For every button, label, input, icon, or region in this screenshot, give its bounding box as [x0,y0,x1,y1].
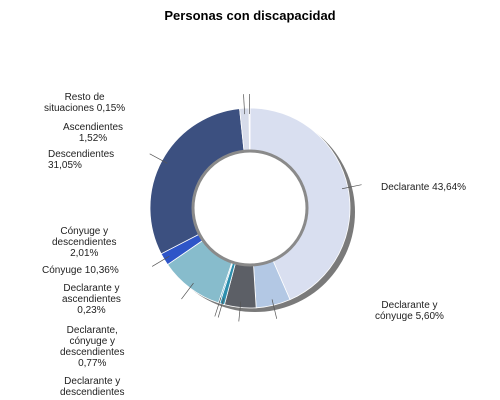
leader-line [149,153,168,164]
chart-title: Personas con discapacidad [164,8,336,23]
slice-label-declarante-descendientes: Declarante y descendientes [60,376,125,398]
leader-line [341,184,362,190]
slice-label-ascendientes: Ascendientes 1,52% [63,122,124,144]
slice-label-conyuge-descendientes: Cónyuge y descendientes 2,01% [52,226,117,259]
slice-label-conyuge: Cónyuge 10,36% [42,265,119,276]
leader-line [217,298,225,318]
leader-line [238,301,242,322]
donut-hole [193,151,307,265]
donut-hole-rim [191,149,309,267]
leader-line [214,297,222,317]
slice-label-resto: Resto de situaciones 0,15% [44,92,126,114]
donut-slice [248,107,251,152]
leader-line [181,282,194,300]
slice-label-declarante-ascendientes: Declarante y ascendientes 0,23% [62,283,121,316]
leader-line [151,255,170,267]
leader-line [243,94,246,115]
slice-label-declarante-conyuge-descendientes: Declarante, cónyuge y descendientes 0,77… [60,325,125,369]
slice-label-declarante-conyuge: Declarante y cónyuge 5,60% [375,300,444,322]
slice-label-declarante: Declarante 43,64% [381,182,467,193]
slice-label-descendientes: Descendientes 31,05% [48,149,115,171]
leader-line [271,299,278,319]
